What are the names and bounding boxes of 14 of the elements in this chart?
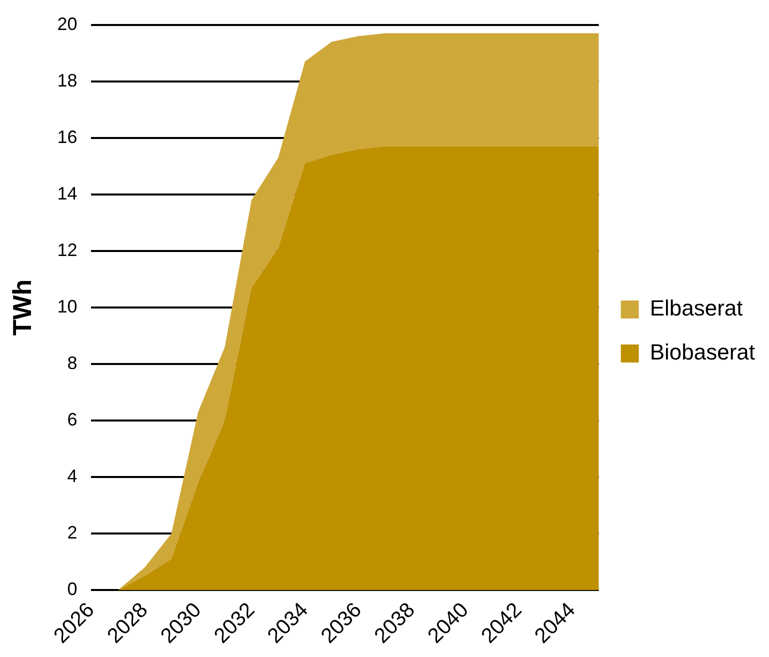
y-tick-label: 0 — [67, 579, 78, 600]
y-tick-label: 12 — [57, 240, 78, 260]
y-tick-label: 10 — [57, 296, 78, 316]
y-tick-label: 16 — [57, 126, 78, 147]
y-tick-label: 4 — [67, 466, 78, 486]
y-tick-label: 8 — [67, 352, 78, 373]
y-axis-title: TWh — [6, 279, 37, 336]
y-tick-label: 18 — [57, 70, 78, 90]
y-tick-label: 6 — [67, 410, 78, 430]
y-tick-label: 2 — [67, 522, 78, 543]
y-tick-label: 14 — [57, 183, 78, 204]
legend-label: Elbaserat — [650, 296, 743, 321]
legend-label: Biobaserat — [650, 340, 756, 365]
y-tick-label: 20 — [57, 14, 78, 34]
